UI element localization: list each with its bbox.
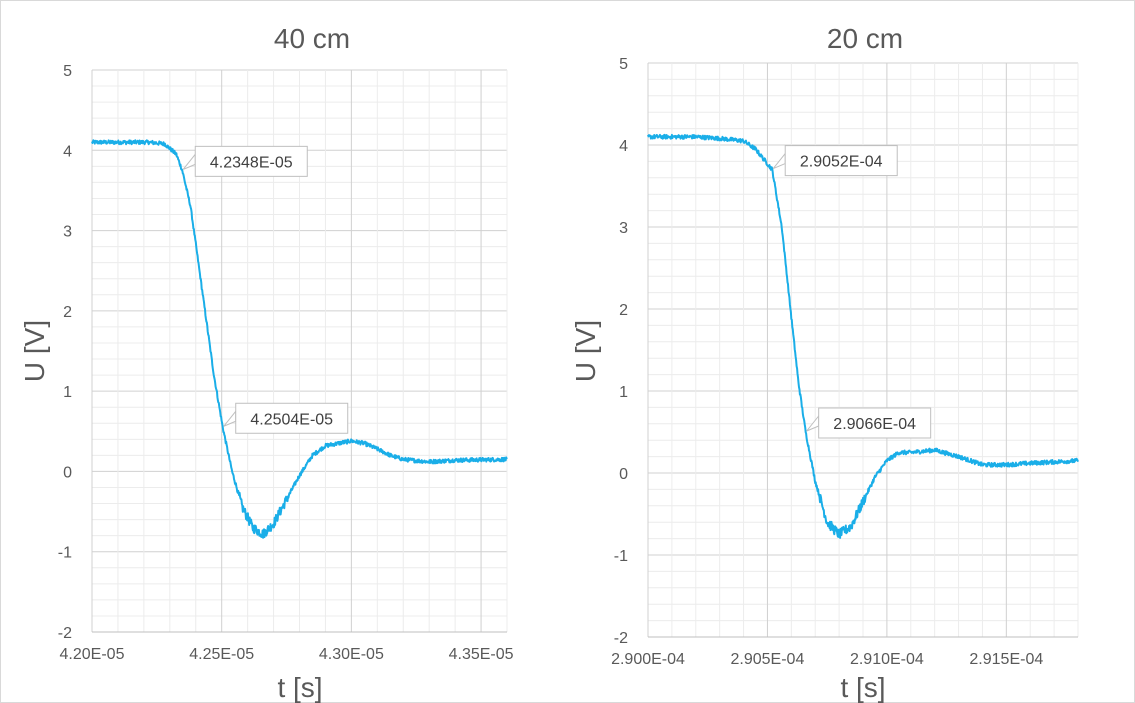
- chart-40cm-y-tick-label: 2: [63, 304, 72, 321]
- chart-20cm-callout-label: 2.9052E-04: [800, 154, 883, 171]
- chart-40cm-series: [91, 139, 508, 539]
- chart-40cm-y-tick-label: 3: [63, 224, 72, 241]
- chart-20cm-grid: [647, 62, 1079, 638]
- chart-40cm-y-tick-label: -1: [58, 545, 72, 562]
- chart-20cm-y-tick-label: 2: [619, 302, 628, 319]
- chart-40cm: 40 cm -2 -1 0 1 2 3 4 5 4.20E-05 4.25E-05 4.30E-0…: [19, 23, 514, 703]
- chart-40cm-callout-pointer: [182, 152, 196, 170]
- chart-40cm-y-ticks: -2 -1 0 1 2 3 4 5: [58, 63, 72, 642]
- chart-20cm: 20 cm -2 -1 0 1 2 3 4 5 2.900E-04 2.905E-04 2.910…: [570, 23, 1079, 703]
- chart-20cm-y-tick-label: 0: [619, 466, 628, 483]
- chart-20cm-callout-box: [818, 407, 932, 439]
- chart-40cm-x-tick-label: 4.25E-05: [189, 646, 254, 663]
- chart-40cm-y-tick-label: 1: [63, 384, 72, 401]
- chart-40cm-y-tick-label: -2: [58, 625, 72, 642]
- chart-40cm-callout-box: [235, 402, 349, 434]
- chart-20cm-signal-line: [647, 133, 1079, 539]
- chart-20cm-annotations: 2.9052E-04 2.9066E-04: [772, 145, 932, 439]
- chart-40cm-signal-line: [91, 139, 508, 539]
- chart-20cm-x-tick-label: 2.910E-04: [850, 651, 924, 668]
- chart-40cm-y-tick-label: 0: [63, 464, 72, 481]
- chart-40cm-x-ticks: 4.20E-05 4.25E-05 4.30E-05 4.35E-05: [60, 646, 514, 663]
- chart-40cm-x-tick-label: 4.30E-05: [319, 646, 384, 663]
- chart-20cm-x-tick-label: 2.915E-04: [969, 651, 1043, 668]
- chart-20cm-callout: 2.9052E-04: [772, 145, 898, 177]
- chart-20cm-x-ticks: 2.900E-04 2.905E-04 2.910E-04 2.915E-04: [611, 651, 1043, 668]
- chart-20cm-callout-label: 2.9066E-04: [833, 416, 916, 433]
- chart-40cm-y-tick-label: 4: [63, 143, 72, 160]
- chart-20cm-callout-box: [784, 145, 898, 177]
- chart-40cm-x-axis-label: t [s]: [277, 672, 322, 703]
- chart-20cm-y-tick-label: 4: [619, 138, 628, 155]
- chart-20cm-y-tick-label: -1: [614, 548, 628, 565]
- chart-20cm-x-axis-label: t [s]: [840, 672, 885, 703]
- chart-20cm-x-tick-label: 2.900E-04: [611, 651, 685, 668]
- chart-40cm-x-tick-label: 4.35E-05: [449, 646, 514, 663]
- chart-20cm-callout: 2.9066E-04: [806, 407, 932, 439]
- chart-20cm-series: [647, 133, 1079, 539]
- chart-40cm-annotations: 4.2348E-05 4.2504E-05: [182, 145, 349, 434]
- chart-20cm-y-tick-label: 1: [619, 384, 628, 401]
- chart-40cm-grid: [91, 69, 508, 633]
- chart-20cm-y-tick-label: 3: [619, 220, 628, 237]
- chart-40cm-x-tick-label: 4.20E-05: [60, 646, 125, 663]
- chart-40cm-callout: 4.2348E-05: [182, 145, 308, 177]
- chart-40cm-callout: 4.2504E-05: [223, 402, 349, 434]
- chart-40cm-title: 40 cm: [274, 23, 350, 54]
- chart-20cm-y-ticks: -2 -1 0 1 2 3 4 5: [614, 56, 628, 647]
- chart-40cm-y-tick-label: 5: [63, 63, 72, 80]
- chart-20cm-y-tick-label: -2: [614, 630, 628, 647]
- chart-40cm-callout-pointer: [223, 409, 237, 427]
- chart-40cm-callout-label: 4.2348E-05: [210, 154, 293, 171]
- chart-20cm-x-tick-label: 2.905E-04: [731, 651, 805, 668]
- chart-20cm-y-tick-label: 5: [619, 56, 628, 73]
- chart-20cm-title: 20 cm: [827, 23, 903, 54]
- chart-40cm-y-axis-label: U [V]: [19, 320, 50, 382]
- chart-20cm-y-axis-label: U [V]: [570, 320, 601, 382]
- chart-40cm-callout-box: [194, 145, 308, 177]
- chart-40cm-callout-label: 4.2504E-05: [250, 411, 333, 428]
